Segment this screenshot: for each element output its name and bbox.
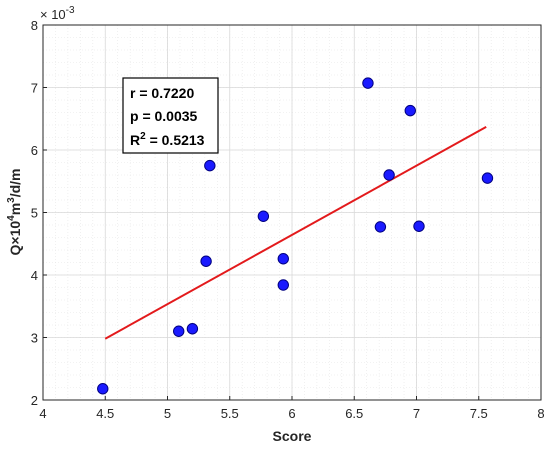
data-point [204,159,216,172]
data-points [97,77,494,395]
y-tick-label: 6 [31,143,38,158]
regression-line [104,126,487,340]
data-point [383,169,395,181]
y-tick-label: 2 [31,393,38,408]
x-tick-label: 7.5 [470,406,488,421]
y-axis-title: Q×104m3/d/m [6,169,23,256]
x-tick-label: 5 [164,406,171,421]
x-axis-title: Score [273,428,312,444]
data-point [257,210,270,222]
data-point [277,253,289,265]
stat-r2: R2 = 0.5213 [130,131,205,148]
data-point [97,383,109,395]
stat-r2-base: R [130,132,140,148]
x-tick-label: 5.5 [221,406,239,421]
x-tick-label: 6 [288,406,295,421]
stats-box: r = 0.7220 p = 0.0035 R2 = 0.5213 [122,77,219,154]
data-point [173,325,185,337]
y-axis-title-exp2: 3 [6,197,17,203]
stat-p: p = 0.0035 [130,108,198,124]
y-exponent-label: × 10-3 [40,5,75,22]
x-tick-label: 6.5 [345,406,363,421]
data-point [277,279,289,291]
x-tick-label: 4 [39,406,46,421]
data-point [413,220,425,232]
y-tick-label: 4 [31,268,38,283]
y-axis-ticks: 2 3 4 5 6 7 8 [31,18,47,408]
stats-box-frame [122,77,219,154]
x-tick-label: 7 [413,406,420,421]
x-tick-label: 8 [537,406,544,421]
y-tick-label: 8 [31,18,38,33]
y-axis-title-tail: /d/m [7,169,23,198]
y-tick-label: 5 [31,206,38,221]
x-tick-label: 4.5 [96,406,114,421]
y-tick-label: 3 [31,331,38,346]
stat-r: r = 0.7220 [130,85,194,101]
y-axis-title-base: Q×10 [7,221,23,256]
data-point [481,172,494,184]
data-point [186,323,199,335]
y-tick-label: 7 [31,81,38,96]
y-exponent-power: -3 [66,5,75,16]
y-exponent-base: × 10 [40,7,66,22]
data-point [200,255,212,267]
x-axis-ticks: 4 4.5 5 5.5 6 6.5 7 7.5 8 [39,396,545,421]
data-point [404,104,416,117]
stat-r2-value: = 0.5213 [146,132,205,148]
stat-r2-exp: 2 [140,131,146,142]
y-axis-title-exp1: 4 [6,215,17,221]
y-axis-title-mid: m [7,203,23,215]
data-point [374,221,387,233]
data-point [362,77,374,89]
